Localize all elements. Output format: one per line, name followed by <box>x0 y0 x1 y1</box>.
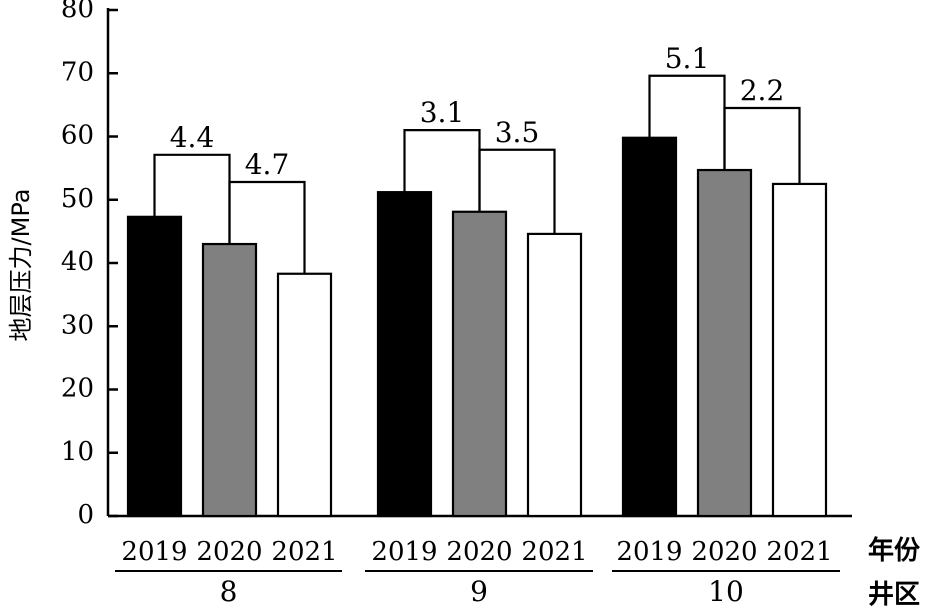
difference-label: 3.1 <box>420 96 465 129</box>
y-tick-label: 0 <box>77 500 94 530</box>
year-tick-label: 2021 <box>521 537 587 567</box>
group-label: 10 <box>708 575 744 608</box>
year-tick-label: 2020 <box>196 537 262 567</box>
y-axis-label: 地层压力/MPa <box>7 189 35 342</box>
year-tick-label: 2021 <box>271 537 337 567</box>
bar-9-2020 <box>451 210 508 518</box>
y-tick-label: 70 <box>61 57 94 87</box>
year-tick-label: 2020 <box>446 537 512 567</box>
difference-label: 4.4 <box>170 121 215 154</box>
bar-9-2019 <box>376 191 433 518</box>
year-axis-label: 年份 <box>868 535 920 566</box>
difference-label: 4.7 <box>245 148 290 181</box>
difference-bracket <box>723 106 801 184</box>
difference-brackets: 4.4 4.7 3.1 3.5 5.1 2.2 <box>153 42 801 274</box>
difference-bracket <box>478 148 556 234</box>
bar-8-2020 <box>201 242 258 518</box>
bar-9-2021 <box>526 232 583 518</box>
difference-bracket <box>228 180 306 274</box>
group-label: 8 <box>220 575 238 608</box>
bar-10-2019 <box>621 136 678 518</box>
difference-label: 3.5 <box>495 116 540 149</box>
year-tick-label: 2020 <box>691 537 757 567</box>
bars <box>126 136 828 518</box>
y-tick-label: 80 <box>61 0 94 24</box>
y-tick-label: 20 <box>61 374 94 404</box>
group-axis-label: 井区 <box>868 580 920 610</box>
y-tick-label: 40 <box>61 247 94 277</box>
bar-10-2021 <box>771 182 828 518</box>
year-tick-label: 2021 <box>766 537 832 567</box>
group-label: 9 <box>470 575 488 608</box>
difference-label: 5.1 <box>665 42 710 75</box>
y-tick-label: 60 <box>61 121 94 151</box>
y-tick-label: 50 <box>61 184 94 214</box>
difference-label: 2.2 <box>740 74 785 107</box>
bar-10-2020 <box>696 168 753 518</box>
year-tick-label: 2019 <box>616 537 682 567</box>
y-tick-label: 30 <box>61 310 94 340</box>
labels: 地层压力/MPa 年份 井区 2019 2020 2021 8 2019 2020 2021… <box>7 189 920 610</box>
y-tick-label: 10 <box>61 437 94 467</box>
year-tick-label: 2019 <box>371 537 437 567</box>
bar-8-2019 <box>126 215 183 518</box>
year-tick-label: 2019 <box>121 537 187 567</box>
bar-8-2021 <box>276 272 333 518</box>
